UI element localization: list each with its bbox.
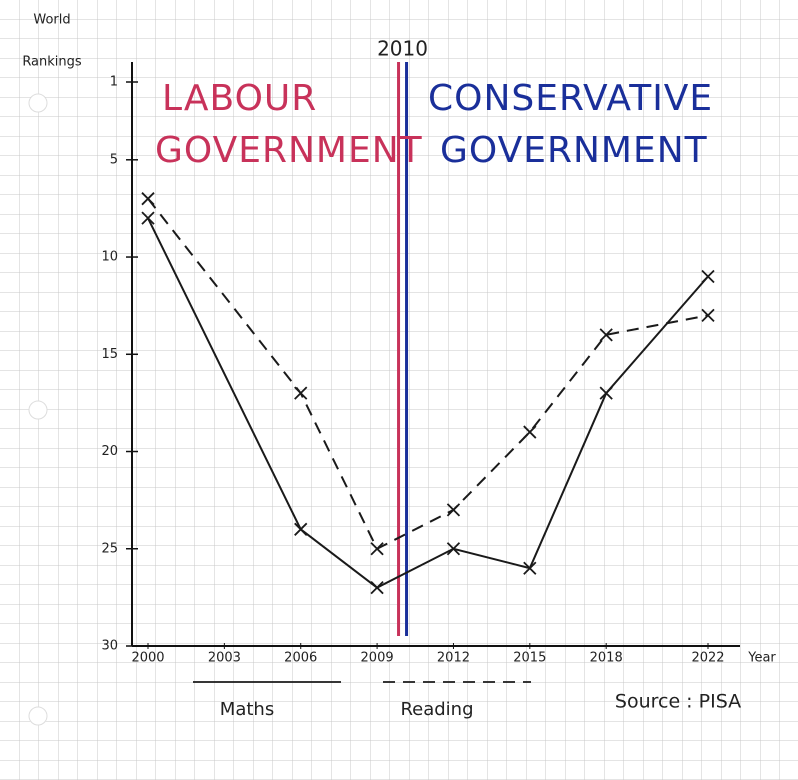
- y-axis-label: World: [33, 13, 70, 28]
- point-marker: [523, 561, 537, 575]
- point-marker: [701, 308, 715, 323]
- punch-hole: [28, 93, 48, 113]
- government-label: GOVERNMENT: [440, 130, 708, 171]
- punch-hole: [28, 400, 48, 420]
- x-tick-label: 2015: [513, 651, 546, 666]
- x-tick-label: 2006: [284, 651, 317, 666]
- x-tick-label: 2018: [590, 651, 623, 666]
- x-tick-label: 2009: [361, 651, 394, 666]
- point-marker: [446, 542, 461, 556]
- x-axis-label: Year: [747, 651, 776, 666]
- y-tick-label: 25: [101, 541, 118, 556]
- y-tick-label: 15: [101, 347, 118, 362]
- point-marker: [294, 386, 308, 400]
- point-marker: [599, 328, 613, 342]
- x-tick-label: 2012: [437, 651, 470, 666]
- y-axis-label: Rankings: [22, 55, 82, 70]
- point-marker: [370, 581, 384, 595]
- legend-label: Maths: [220, 699, 274, 720]
- point-marker: [141, 192, 155, 206]
- y-tick-label: 1: [110, 75, 118, 90]
- point-marker: [523, 425, 537, 439]
- government-label: LABOUR: [162, 78, 317, 119]
- x-tick-label: 2000: [131, 651, 164, 666]
- source: Source : PISA: [615, 691, 741, 713]
- divider-label: 2010: [377, 37, 428, 61]
- government-label: GOVERNMENT: [155, 130, 423, 171]
- y-tick-label: 10: [101, 250, 118, 265]
- government-label: CONSERVATIVE: [428, 78, 713, 119]
- y-tick-label: 30: [101, 639, 118, 654]
- x-tick-label: 2022: [691, 651, 724, 666]
- point-marker: [370, 542, 384, 556]
- point-marker: [446, 503, 461, 517]
- punch-hole: [28, 706, 48, 726]
- y-tick-label: 20: [101, 444, 118, 459]
- point-marker: [701, 269, 715, 284]
- point-marker: [599, 386, 613, 400]
- point-marker: [294, 522, 308, 536]
- y-tick-label: 5: [110, 152, 118, 167]
- x-tick-label: 2003: [208, 651, 241, 666]
- point-marker: [141, 211, 155, 225]
- legend-label: Reading: [400, 699, 473, 720]
